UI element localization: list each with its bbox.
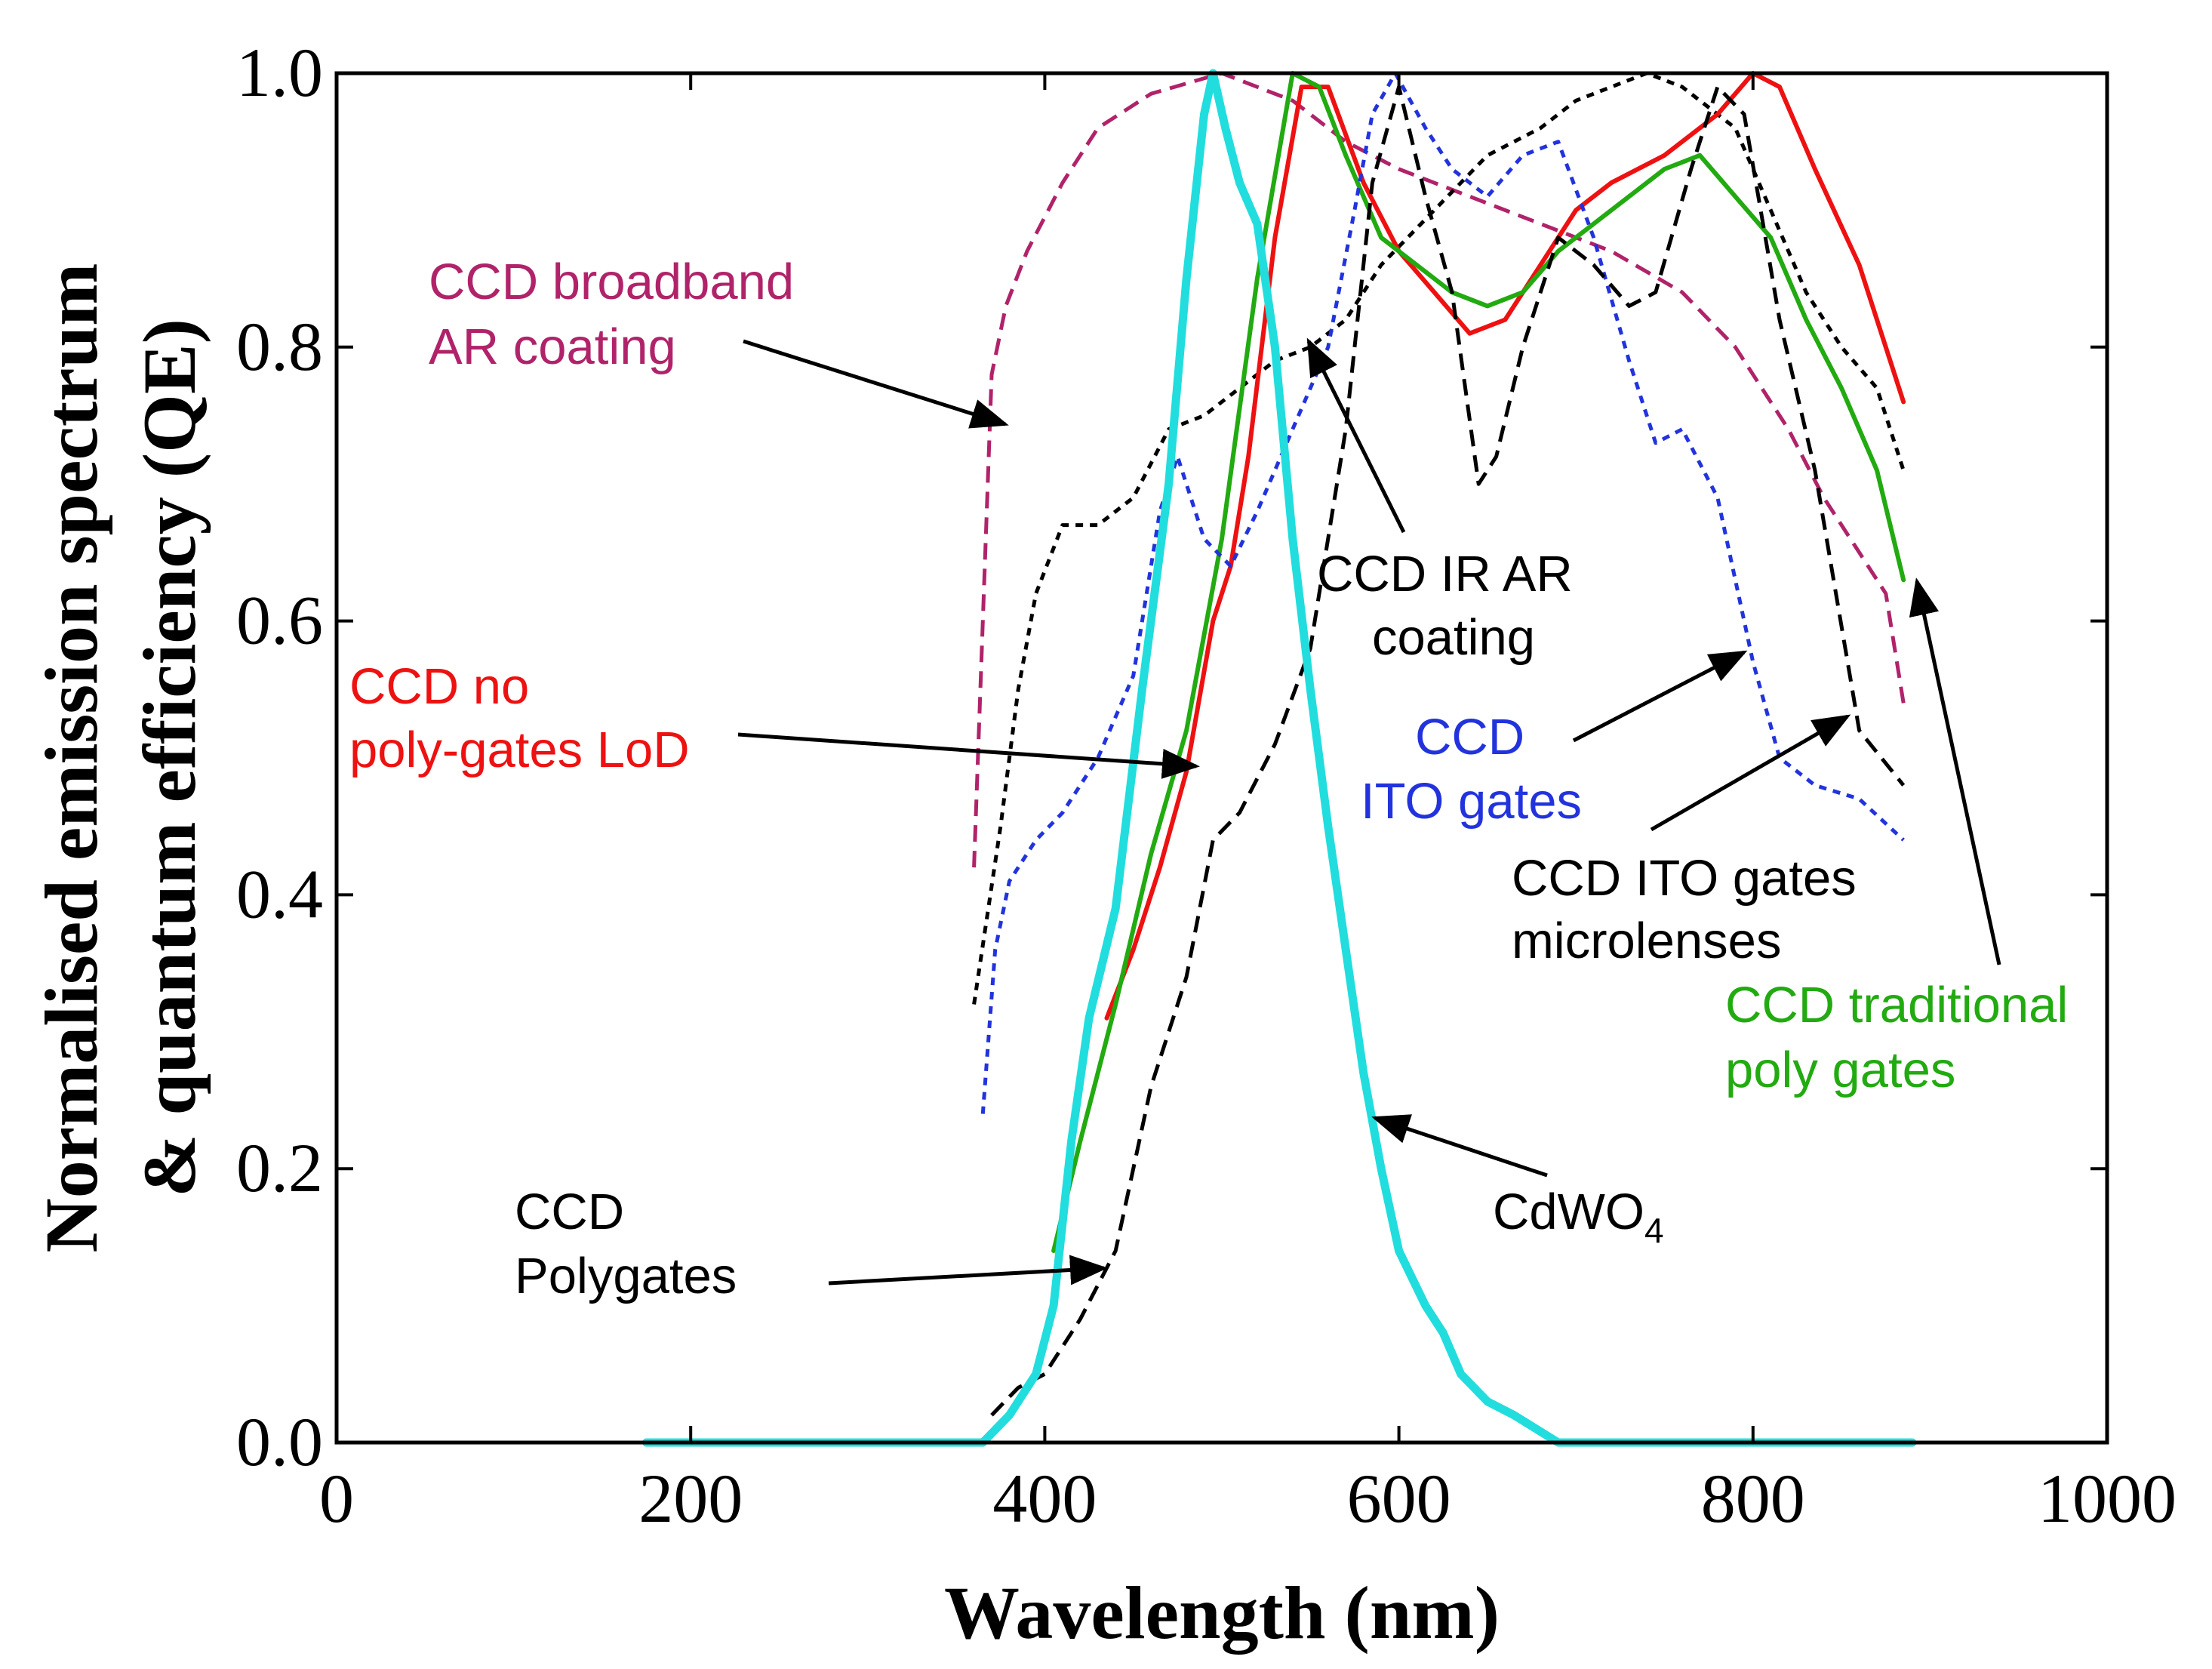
arrow-ito-micro	[1650, 714, 1851, 832]
annotation-ir-ar: CCD IR AR coating	[1317, 546, 1586, 666]
y-axis-title-line-2: & quantum efficiency (QE)	[128, 319, 211, 1197]
x-axis-title: Wavelength (nm)	[944, 1571, 1500, 1655]
series-ccd-traditional-poly-gates	[1051, 71, 1906, 1253]
arrow-ir-ar	[1306, 337, 1406, 534]
annotation-cdwo4-subscript: 4	[1644, 1211, 1664, 1250]
y-tick-label-0-0: 0.0	[236, 1403, 323, 1480]
x-tick-label-800: 800	[1701, 1460, 1805, 1537]
y-tick-label-0-8: 0.8	[236, 308, 323, 385]
x-tick-label-0: 0	[319, 1460, 354, 1537]
annotation-arrows	[737, 337, 2001, 1286]
annotation-no-poly: CCD no poly-gates LoD	[349, 658, 690, 778]
annotation-ito: CCD ITO gates	[1361, 709, 1582, 830]
annotation-no-poly-line-1: CCD no	[349, 658, 529, 715]
arrow-traditional	[1909, 577, 2001, 965]
x-tick-label-600: 600	[1347, 1460, 1451, 1537]
y-tick-label-0-4: 0.4	[236, 855, 323, 932]
series-cdwo4	[642, 69, 1917, 1447]
annotation-polygates: CCD Polygates	[515, 1184, 737, 1304]
x-tick-label-400: 400	[992, 1460, 1097, 1537]
annotation-ito-line-1: CCD	[1415, 709, 1524, 765]
annotation-ito-micro: CCD ITO gates microlenses	[1512, 850, 1870, 969]
annotation-broadband-line-1: CCD broadband	[429, 254, 794, 310]
annotation-ito-micro-line-1: CCD ITO gates	[1512, 850, 1857, 907]
series-layer	[642, 69, 1917, 1447]
plot-frame	[334, 71, 2109, 1445]
arrow-polygates	[828, 1255, 1108, 1286]
arrow-broadband	[743, 339, 1009, 429]
annotation-broadband-line-2: AR coating	[429, 319, 676, 375]
annotation-no-poly-line-2: poly-gates LoD	[349, 722, 690, 778]
x-tick-label-1000: 1000	[2038, 1460, 2177, 1537]
annotation-traditional-line-2: poly gates	[1725, 1042, 1955, 1098]
annotation-ir-ar-line-2: coating	[1372, 609, 1535, 666]
annotation-polygates-line-2: Polygates	[515, 1248, 737, 1304]
annotation-polygates-line-1: CCD	[515, 1184, 624, 1240]
annotation-ito-micro-line-2: microlenses	[1512, 913, 1781, 969]
y-tick-label-0-6: 0.6	[236, 582, 323, 659]
series-ccd-ir-ar-coating	[972, 71, 1906, 1005]
annotation-ir-ar-line-1: CCD IR AR	[1317, 546, 1573, 602]
y-axis-title-line-1: Normalised emission spectrum	[29, 263, 113, 1253]
annotation-traditional: CCD traditional poly gates	[1725, 977, 2082, 1098]
annotation-cdwo4-text: CdWO	[1493, 1184, 1644, 1240]
arrow-ito	[1572, 650, 1748, 743]
annotation-traditional-line-1: CCD traditional	[1725, 977, 2068, 1033]
series-ccd-ito-gates	[980, 71, 1905, 1114]
series-ccd-broadband-ar-coating	[972, 71, 1906, 868]
annotation-ito-line-2: ITO gates	[1361, 773, 1582, 830]
arrow-cdwo4	[1371, 1114, 1548, 1178]
arrow-no-poly	[737, 732, 1200, 779]
x-tick-label-200: 200	[638, 1460, 743, 1537]
y-tick-label-0-2: 0.2	[236, 1129, 323, 1206]
ticks-layer: 0 200 400 600 800 1000 0.0 0.2 0.4 0.6 0.8 1.0	[236, 34, 2177, 1537]
annotation-broadband: CCD broadband AR coating	[429, 254, 808, 375]
annotation-cdwo4: CdWO4	[1493, 1184, 1664, 1250]
y-tick-label-1-0: 1.0	[236, 34, 323, 111]
